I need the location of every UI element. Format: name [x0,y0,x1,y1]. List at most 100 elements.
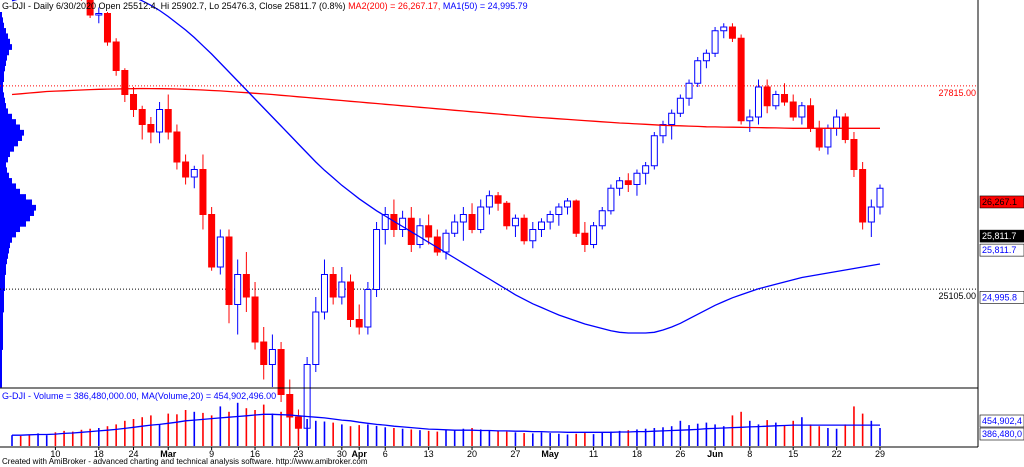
axis-badge-label: 26,267.1 [982,197,1017,207]
volume-profile-bar [0,54,7,61]
x-tick-label: 23 [293,449,303,459]
volume-header-prefix: G-DJI - Volume = 386,480,000.00, [2,391,142,401]
volume-profile-bar [0,349,2,356]
volume-profile-bar [0,328,3,334]
x-tick-label: 29 [875,449,885,459]
candle-body [590,225,598,245]
volume-profile-bar [0,119,16,125]
level-label: 27815.00 [938,88,976,98]
candle-body [320,274,328,313]
candle-body [303,364,311,429]
volume-profile-bar [0,38,10,45]
candle-body [199,169,207,215]
candle-body [642,165,650,174]
footer-credit: Created with AmiBroker - advanced charti… [2,457,368,466]
candle-body [607,187,615,212]
volume-profile-bar [0,306,4,313]
candle-body [720,26,728,32]
candle-body [190,169,198,178]
volume-profile-bar [0,322,3,329]
axis-badge [979,195,1024,209]
volume-profile-bar [0,87,3,93]
candle-body [234,274,242,305]
axis-badge-label: 454,902,4 [982,416,1022,426]
axis-badge-label: 386,480,0 [982,429,1022,439]
x-tick-label: 22 [832,449,842,459]
x-tick-label: 9 [209,449,214,459]
chart-frame [0,0,979,448]
candle-body [616,180,624,189]
volume-profile-bar [0,220,26,227]
candle-body [668,112,676,125]
volume-profile-bar [0,167,7,174]
x-tick-label: 8 [747,449,752,459]
volume-profile-bar [0,129,24,136]
candle-body [485,195,493,208]
candle-body [685,82,693,99]
candle-body [650,135,658,167]
volume-profile-bar [0,274,5,281]
candle-body [112,41,120,71]
candle-body [781,94,789,103]
volume-profile-bar [0,76,4,83]
x-tick-label: 30 [337,449,347,459]
volume-profile-bar [0,204,36,211]
candle-body [728,26,736,39]
volume-profile-bar [0,253,8,259]
volume-profile-bar [0,258,7,265]
x-tick-label: 15 [788,449,798,459]
candle-body [633,172,641,185]
volume-profile [0,12,36,388]
volume-profile-bar [0,22,4,29]
candle-body [399,217,407,230]
candle-body [859,169,867,223]
volume-profile-bar [0,247,9,254]
volume-profile-bar [0,354,2,361]
candle-body [286,394,294,418]
candle-body [529,229,537,242]
candle-body [277,349,285,395]
ma200-header: MA2(200) = 26,267.17, [348,1,443,11]
volume-profile-bar [0,124,20,131]
volume-profile-bar [0,178,12,184]
x-tick-label: 26 [675,449,685,459]
candle-body [173,131,181,163]
candle-body [208,214,216,268]
price-header-prefix: G-DJI - Daily 6/30/2020 Open 25512.4, Hi… [2,1,349,11]
volume-profile-bar [0,65,5,72]
candle-body [867,206,875,223]
candle-body [572,200,580,234]
volume-profile-bar [0,92,4,99]
x-tick-label: May [541,449,559,459]
candle-body [95,13,103,16]
volume-profile-bar [0,360,2,366]
ma200-line [11,87,880,129]
x-tick-label: 18 [632,449,642,459]
candle-body [251,296,259,343]
volume-profile-bar [0,210,34,216]
x-tick-label: 11 [589,449,598,459]
candle-body [268,349,276,365]
candle-body [850,139,858,170]
candle-body [737,37,745,122]
candle-body [216,236,224,268]
candle-body [156,109,164,133]
volume-profile-bar [0,156,8,163]
volume-header: G-DJI - Volume = 386,480,000.00, MA(Volu… [2,391,276,402]
candle-body [876,187,884,208]
volume-ma-header: MA(Volume,20) = 454,902,496.00 [141,391,277,401]
candle-body [520,217,528,242]
candle-body [147,124,155,133]
candle-body [815,127,823,148]
candle-body [103,13,111,43]
x-axis: 10 18 24 Mar 9 16 23 30 Apr 6 13 20 27 May 11 18 26 Jun 8 1… [50,447,885,459]
volume-profile-bar [0,317,3,324]
volume-profile-bar [0,344,3,350]
candle-body [754,86,762,118]
candle-body [546,214,554,223]
candle-body [329,274,337,298]
candle-body [511,217,519,227]
candle-body [338,281,346,298]
candle-body [581,232,589,245]
